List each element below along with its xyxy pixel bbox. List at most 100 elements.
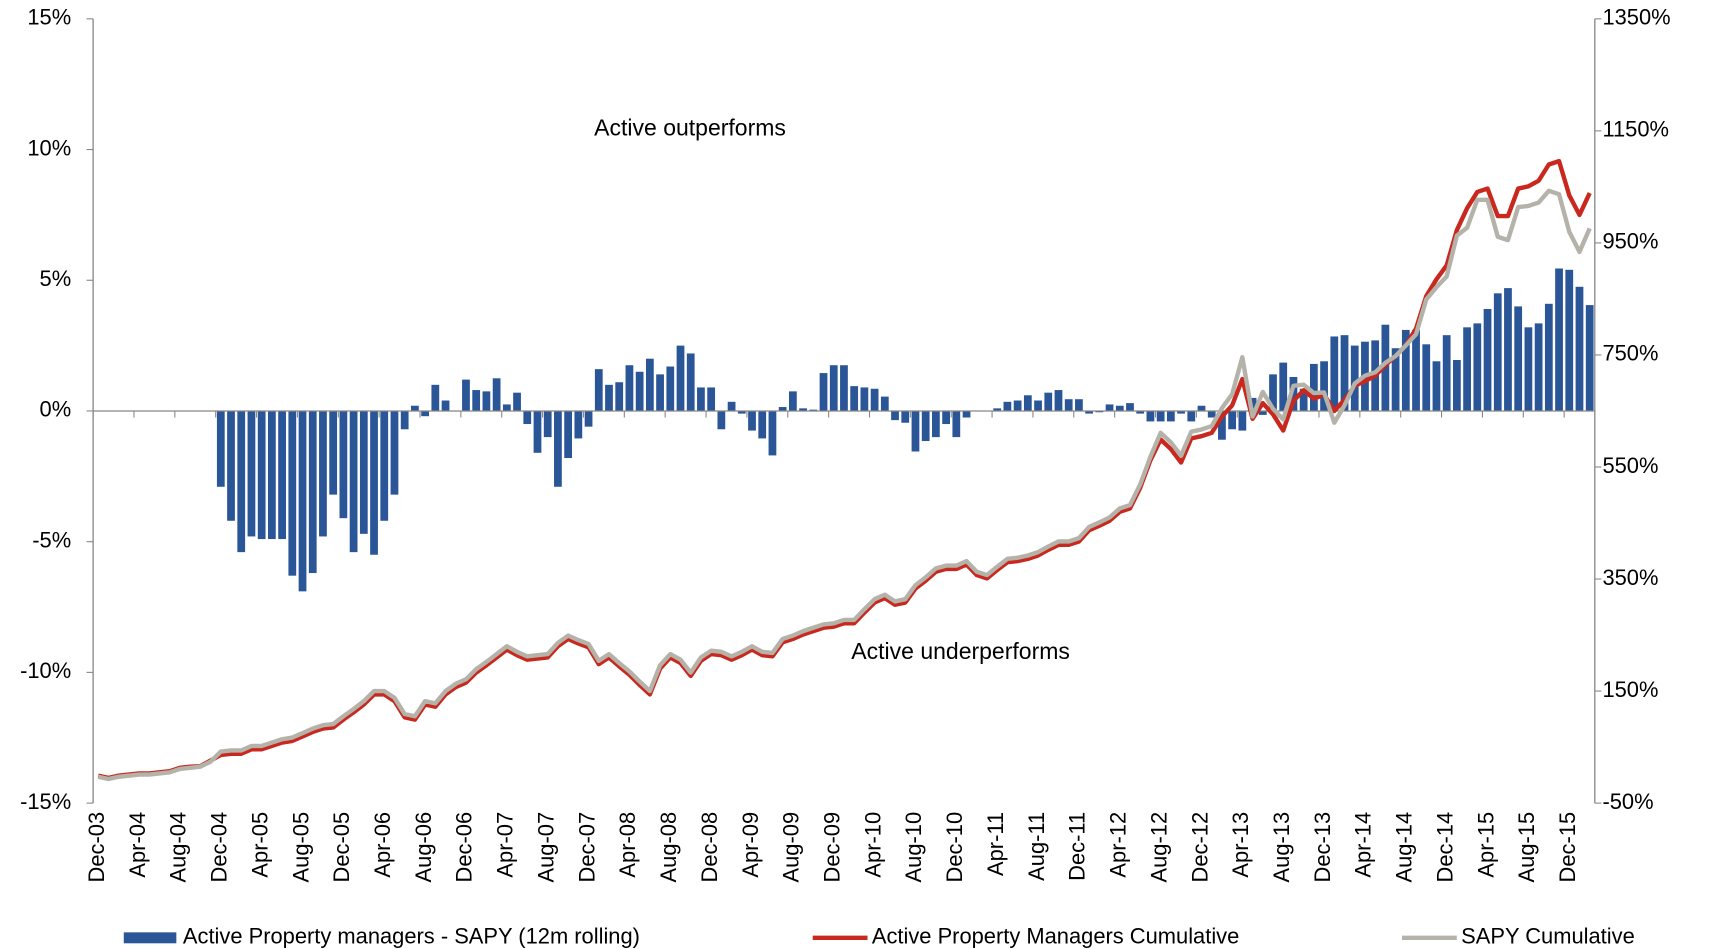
bar xyxy=(1320,361,1328,411)
bar xyxy=(1309,363,1318,411)
bar xyxy=(625,365,634,411)
x-tick-label: Apr-12 xyxy=(1106,812,1131,878)
y2-tick-label: 350% xyxy=(1602,565,1658,590)
x-tick-label: Apr-14 xyxy=(1351,812,1376,878)
bar xyxy=(513,392,521,411)
bar xyxy=(1105,404,1114,411)
bar xyxy=(421,410,429,417)
bar xyxy=(339,410,348,519)
bar xyxy=(308,410,317,574)
line xyxy=(97,158,1592,781)
y-tick-label: 0% xyxy=(40,397,72,422)
bar xyxy=(380,410,389,521)
x-tick-label: Dec-12 xyxy=(1187,812,1212,883)
bar xyxy=(370,410,378,555)
x-tick-label: Aug-05 xyxy=(288,812,313,883)
x-tick-label: Apr-15 xyxy=(1473,812,1498,878)
x-tick-label: Aug-13 xyxy=(1269,812,1294,883)
bar xyxy=(584,410,593,427)
bar xyxy=(574,410,583,439)
x-tick-label: Aug-12 xyxy=(1146,812,1171,883)
x-tick-label: Apr-11 xyxy=(983,812,1008,876)
x-tick-label: Dec-07 xyxy=(574,812,599,883)
x-tick-label: Apr-08 xyxy=(615,812,640,878)
bar xyxy=(1279,362,1288,411)
bar xyxy=(216,410,225,487)
bar xyxy=(666,366,675,411)
lines xyxy=(97,158,1592,782)
y2-tick-label: 550% xyxy=(1602,453,1658,478)
bar xyxy=(1156,410,1165,422)
legend-label: SAPY Cumulative xyxy=(1461,924,1635,949)
bar xyxy=(267,410,276,540)
bar xyxy=(993,408,1002,411)
bar xyxy=(502,404,511,411)
bar xyxy=(349,410,358,553)
bar xyxy=(1023,395,1032,411)
x-tick-label: Aug-14 xyxy=(1392,812,1417,883)
x-tick-label: Dec-08 xyxy=(697,812,722,883)
bar xyxy=(1514,306,1523,411)
bar xyxy=(1075,399,1083,411)
legend-label: Active Property managers - SAPY (12m rol… xyxy=(183,924,640,949)
x-tick-label: Apr-09 xyxy=(738,812,763,878)
bar xyxy=(880,396,889,411)
bar xyxy=(1044,392,1053,411)
bar xyxy=(390,410,399,495)
bar xyxy=(431,384,440,411)
x-tick-label: Dec-10 xyxy=(942,812,967,883)
bar xyxy=(288,410,297,576)
line xyxy=(97,188,1592,782)
x-tick-label: Dec-05 xyxy=(329,812,354,883)
y-tick-label: -15% xyxy=(20,789,71,814)
bar xyxy=(441,400,450,411)
bar xyxy=(1013,400,1022,411)
bar xyxy=(952,410,961,438)
bar xyxy=(1085,410,1094,414)
bar xyxy=(1054,390,1063,411)
bar xyxy=(717,410,726,430)
bar xyxy=(1391,348,1400,411)
bar xyxy=(1197,405,1206,411)
bar xyxy=(778,407,787,411)
bar xyxy=(1269,374,1277,411)
bar xyxy=(697,387,705,411)
x-tick-label: Dec-15 xyxy=(1555,812,1580,883)
y2-tick-label: 950% xyxy=(1602,229,1658,254)
bar xyxy=(727,401,736,411)
bar xyxy=(1565,269,1574,411)
bar xyxy=(359,410,368,534)
bar xyxy=(1544,303,1553,411)
bar xyxy=(1177,410,1185,414)
bar xyxy=(462,379,470,411)
bar xyxy=(768,410,777,456)
bar xyxy=(1340,335,1349,411)
bar xyxy=(840,365,848,411)
bar xyxy=(1146,410,1155,422)
bar xyxy=(1555,268,1563,411)
bar xyxy=(1412,329,1420,411)
x-tick-label: Dec-04 xyxy=(207,812,232,883)
bar xyxy=(819,373,828,411)
bar xyxy=(1228,410,1237,430)
bar xyxy=(891,410,899,421)
bar xyxy=(799,408,807,411)
bar xyxy=(1136,410,1145,414)
bar xyxy=(850,386,859,411)
bar xyxy=(472,390,481,411)
bar xyxy=(1524,327,1533,411)
y-tick-label: 15% xyxy=(27,5,71,30)
bar xyxy=(921,410,930,442)
bar xyxy=(1504,288,1512,411)
annotation: Active outperforms xyxy=(594,115,786,141)
x-tick-label: Dec-14 xyxy=(1432,812,1457,883)
bar xyxy=(1187,410,1196,422)
x-tick-label: Dec-09 xyxy=(820,812,845,883)
x-tick-label: Dec-03 xyxy=(84,812,109,883)
x-tick-label: Dec-13 xyxy=(1310,812,1335,883)
bar xyxy=(523,410,532,425)
bar xyxy=(1064,399,1073,411)
annotation: Active underperforms xyxy=(851,638,1070,664)
